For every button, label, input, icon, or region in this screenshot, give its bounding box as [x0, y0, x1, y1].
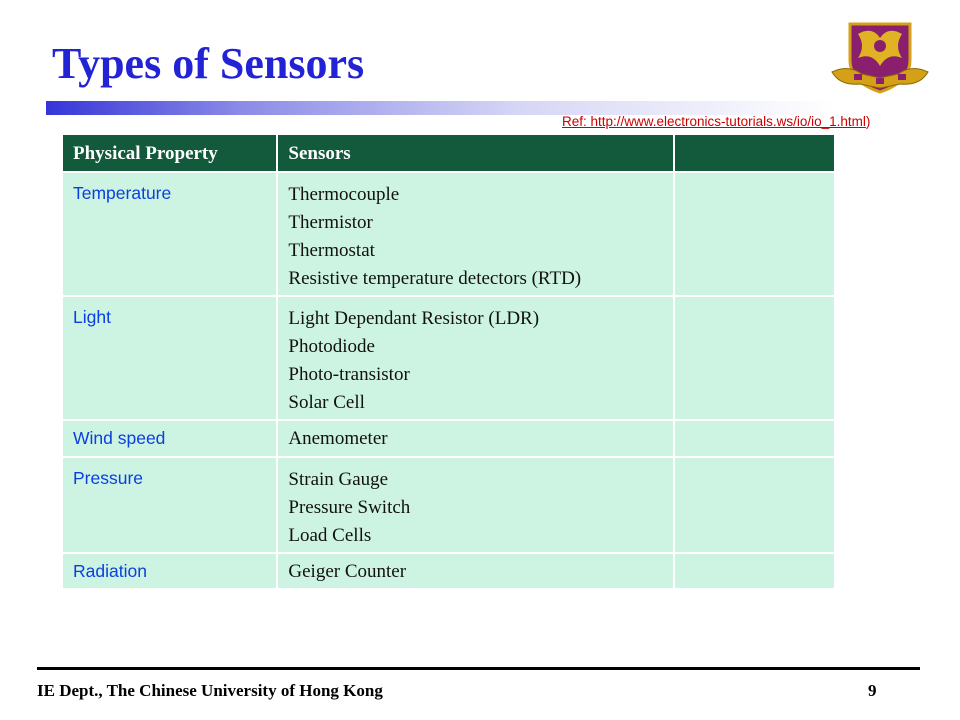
- reference-closing: ): [865, 114, 871, 129]
- sensor-item: Load Cells: [288, 525, 372, 546]
- sensor-item: Photodiode: [288, 336, 375, 357]
- empty-cell: [672, 171, 837, 297]
- sensor-item: Anemometer: [288, 428, 388, 449]
- empty-cell: [672, 295, 837, 421]
- sensors-cell: Light Dependant Resistor (LDR) Photodiod…: [276, 295, 675, 421]
- table-header-row: Physical Property Sensors: [60, 133, 837, 173]
- sensor-item: Pressure Switch: [288, 497, 411, 518]
- sensor-item: Resistive temperature detectors (RTD): [288, 268, 582, 289]
- sensors-cell: Geiger Counter: [276, 552, 675, 590]
- footer-organization: IE Dept., The Chinese University of Hong…: [37, 681, 383, 700]
- property-cell: Radiation: [60, 552, 279, 590]
- empty-cell: [672, 456, 837, 554]
- table-row: Temperature Thermocouple Thermistor Ther…: [60, 171, 837, 297]
- sensor-item: Strain Gauge: [288, 469, 389, 490]
- property-cell: Wind speed: [60, 419, 279, 458]
- header-empty: [672, 133, 837, 173]
- sensor-item: Light Dependant Resistor (LDR): [288, 308, 540, 329]
- table-row: Pressure Strain Gauge Pressure Switch Lo…: [60, 456, 837, 554]
- property-cell: Pressure: [60, 456, 279, 554]
- table-row: Light Light Dependant Resistor (LDR) Pho…: [60, 295, 837, 421]
- sensor-item: Solar Cell: [288, 392, 365, 413]
- empty-cell: [672, 552, 837, 590]
- slide-title: Types of Sensors: [52, 39, 365, 88]
- reference-link[interactable]: Ref: http://www.electronics-tutorials.ws…: [562, 114, 866, 129]
- table-row: Wind speed Anemometer: [60, 419, 837, 458]
- footer-divider: [37, 667, 920, 670]
- sensor-types-table: Physical Property Sensors Temperature Th…: [60, 133, 837, 590]
- university-crest-icon: [831, 22, 929, 94]
- sensor-item: Photo-transistor: [288, 364, 410, 385]
- reference-note: Ref: http://www.electronics-tutorials.ws…: [562, 114, 870, 129]
- property-cell: Temperature: [60, 171, 279, 297]
- sensor-item: Thermistor: [288, 212, 373, 233]
- sensors-cell: Strain Gauge Pressure Switch Load Cells: [276, 456, 675, 554]
- header-physical-property: Physical Property: [60, 133, 279, 173]
- header-sensors: Sensors: [276, 133, 675, 173]
- sensors-cell: Anemometer: [276, 419, 675, 458]
- empty-cell: [672, 419, 837, 458]
- property-cell: Light: [60, 295, 279, 421]
- table-row: Radiation Geiger Counter: [60, 552, 837, 590]
- sensor-item: Thermocouple: [288, 184, 400, 205]
- page-number: 9: [868, 681, 877, 700]
- sensors-cell: Thermocouple Thermistor Thermostat Resis…: [276, 171, 675, 297]
- sensor-item: Geiger Counter: [288, 561, 407, 582]
- title-underline-bar: [46, 101, 836, 115]
- sensor-item: Thermostat: [288, 240, 375, 261]
